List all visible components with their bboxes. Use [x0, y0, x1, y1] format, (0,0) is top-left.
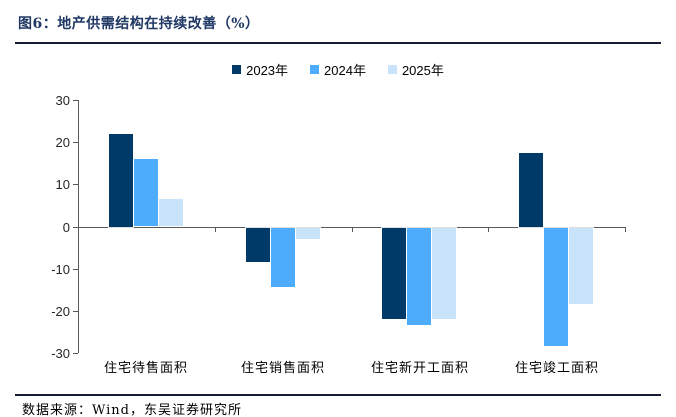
legend-item-2023年: 2023年 — [232, 60, 288, 79]
x-axis-tick — [215, 227, 216, 232]
bottom-rule — [15, 394, 661, 396]
category-label-住宅待售面积: 住宅待售面积 — [103, 361, 188, 376]
bar-2023年-住宅销售面积 — [246, 228, 270, 262]
y-axis-line — [78, 100, 79, 353]
y-tick-label: 30 — [55, 93, 70, 108]
legend-swatch-icon — [387, 65, 397, 74]
y-tick-label: 0 — [62, 220, 70, 235]
x-axis-tick — [625, 227, 626, 232]
y-axis-tick — [73, 227, 78, 228]
y-tick-label: -30 — [51, 346, 70, 361]
legend-label: 2025年 — [401, 63, 444, 78]
x-axis-tick — [352, 227, 353, 232]
category-label-住宅销售面积: 住宅销售面积 — [240, 361, 325, 376]
y-tick-label: 20 — [55, 135, 70, 150]
bar-2024年-住宅销售面积 — [271, 228, 295, 287]
legend-label: 2023年 — [246, 63, 289, 78]
chart-legend: 2023年 2024年 2025年 — [0, 60, 676, 79]
bar-2025年-住宅竣工面积 — [569, 228, 593, 304]
legend-item-2025年: 2025年 — [387, 60, 444, 79]
y-axis-tick — [73, 311, 78, 312]
legend-item-2024年: 2024年 — [310, 60, 366, 79]
zero-baseline — [78, 227, 625, 228]
legend-label: 2024年 — [324, 63, 366, 78]
legend-swatch-icon — [310, 65, 320, 74]
legend-swatch-icon — [232, 65, 242, 74]
bar-2023年-住宅新开工面积 — [382, 228, 406, 319]
bar-2024年-住宅竣工面积 — [544, 228, 568, 346]
figure-title: 图6：地产供需结构在持续改善（%） — [18, 16, 260, 32]
data-source: 数据来源：Wind，东吴证券研究所 — [22, 403, 242, 417]
bar-2025年-住宅待售面积 — [159, 199, 183, 226]
y-axis-tick — [73, 184, 78, 185]
y-tick-label: -10 — [51, 262, 70, 277]
bar-2023年-住宅竣工面积 — [519, 153, 543, 227]
y-tick-label: -20 — [51, 304, 70, 319]
y-axis-tick — [73, 142, 78, 143]
y-tick-label: 10 — [55, 177, 70, 192]
bar-2023年-住宅待售面积 — [109, 134, 133, 227]
x-axis-tick — [488, 227, 489, 232]
bar-2025年-住宅销售面积 — [296, 228, 320, 239]
y-axis-tick — [73, 100, 78, 101]
category-label-住宅新开工面积: 住宅新开工面积 — [370, 361, 469, 376]
y-axis-tick — [73, 269, 78, 270]
top-rule — [15, 42, 661, 44]
bar-2024年-住宅新开工面积 — [407, 228, 431, 325]
category-label-住宅竣工面积: 住宅竣工面积 — [514, 361, 599, 376]
y-axis-tick — [73, 353, 78, 354]
bar-2024年-住宅待售面积 — [134, 159, 158, 226]
bar-2025年-住宅新开工面积 — [432, 228, 456, 319]
